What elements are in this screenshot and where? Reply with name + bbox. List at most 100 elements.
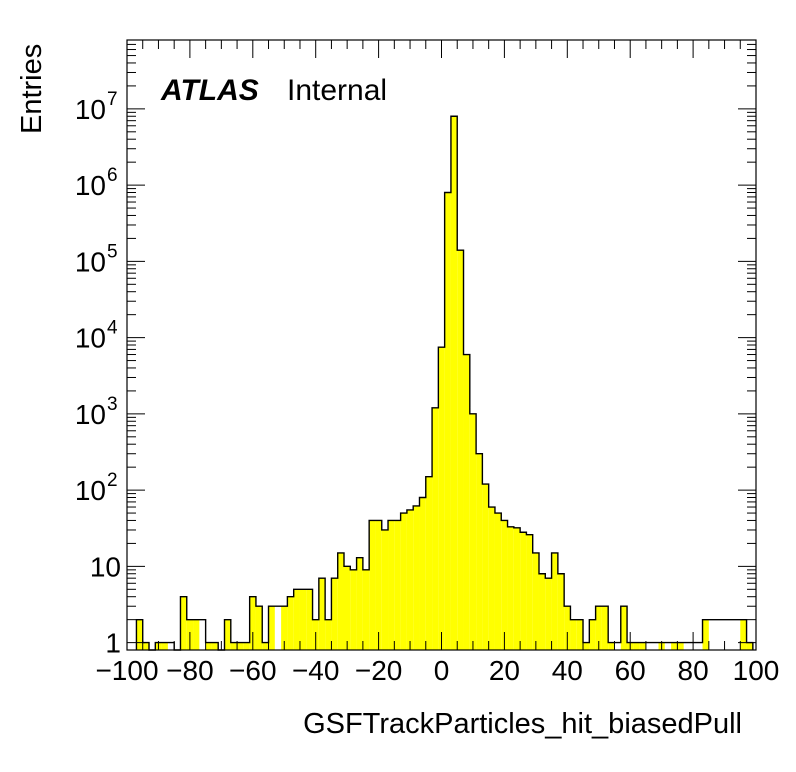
x-tick-label: −20 <box>355 655 403 686</box>
histogram-bin <box>205 642 212 650</box>
histogram-bin <box>432 407 439 650</box>
histogram-bin <box>520 532 527 650</box>
histogram-bin <box>740 619 747 650</box>
histogram-bin <box>589 619 596 650</box>
x-tick-label: 80 <box>678 655 709 686</box>
histogram-bin <box>224 619 231 650</box>
y-tick-exponent: 5 <box>107 241 118 262</box>
y-tick-label: 10 <box>90 551 121 582</box>
histogram-bin <box>337 552 345 650</box>
histogram-bin <box>369 520 376 650</box>
histogram-bin <box>513 527 521 650</box>
x-tick-label: 0 <box>434 655 450 686</box>
histogram-bin <box>476 453 483 650</box>
histogram-bin <box>318 578 326 650</box>
histogram-bin <box>746 642 753 650</box>
histogram-bin <box>539 573 546 650</box>
x-axis-title: GSFTrackParticles_hit_biasedPull <box>303 708 742 740</box>
histogram-bin <box>601 606 609 650</box>
histogram-bin <box>211 642 219 650</box>
y-tick-label: 1 <box>105 628 121 659</box>
y-tick-label: 10 <box>75 399 106 430</box>
histogram-bin <box>425 476 433 650</box>
histogram-bin <box>463 354 470 650</box>
histogram-bin <box>388 520 395 650</box>
y-tick-exponent: 6 <box>107 165 118 186</box>
histogram-bin <box>532 552 539 650</box>
histogram-bin <box>331 578 338 650</box>
histogram-bin <box>400 513 407 650</box>
histogram-bin <box>406 509 414 650</box>
histogram-bin <box>564 606 571 650</box>
x-tick-label: 20 <box>489 655 520 686</box>
histogram-bin <box>293 589 300 650</box>
y-tick-label: 10 <box>75 170 106 201</box>
x-tick-label: −60 <box>229 655 277 686</box>
histogram-bin <box>545 578 552 650</box>
histogram-bin <box>413 505 420 650</box>
histogram-bin <box>570 619 577 650</box>
histogram-bin <box>576 619 584 650</box>
histogram-bin <box>394 520 401 650</box>
histogram-bin <box>375 520 382 650</box>
histogram-bin <box>262 642 269 650</box>
x-tick-labels: −100 −80 −60 −40 −20 0 20 40 60 80 100 <box>95 655 779 686</box>
histogram-bin <box>287 596 294 650</box>
histogram-bars <box>135 115 754 651</box>
histogram-bin <box>193 619 200 650</box>
histogram-bin <box>438 347 445 650</box>
histogram-bin <box>583 642 590 650</box>
y-tick-exponent: 4 <box>107 318 118 339</box>
histogram-bin <box>469 413 477 650</box>
histogram-bin <box>381 529 389 650</box>
y-tick-label: 10 <box>75 246 106 277</box>
y-axis-title: Entries <box>16 44 48 134</box>
y-tick-label: 10 <box>75 94 106 125</box>
histogram-bin <box>633 642 640 650</box>
histogram-bin <box>620 606 628 650</box>
x-tick-label: −100 <box>95 655 158 686</box>
atlas-label: ATLAS <box>160 74 259 107</box>
plot-frame <box>126 39 757 651</box>
histogram-outline <box>135 115 754 651</box>
histogram-bin <box>557 573 565 650</box>
histogram-bin <box>281 606 288 650</box>
histogram-bin <box>255 606 263 650</box>
histogram-bin <box>306 589 313 650</box>
histogram-bin <box>488 507 495 650</box>
histogram-bin <box>702 619 709 650</box>
histogram-bin <box>136 619 143 650</box>
histogram-bin <box>325 619 332 650</box>
histogram-bin <box>608 642 615 650</box>
x-tick-label: 60 <box>615 655 646 686</box>
x-tick-label: −80 <box>166 655 214 686</box>
y-tick-exponent: 7 <box>107 89 118 110</box>
histogram-bin <box>356 557 363 650</box>
histogram-bin <box>457 250 464 650</box>
y-tick-exponent: 2 <box>107 470 118 491</box>
x-tick-label: −40 <box>292 655 340 686</box>
histogram-bin <box>237 642 244 650</box>
histogram-bin <box>639 642 646 650</box>
histogram-bin <box>501 520 508 650</box>
histogram-bin <box>482 484 489 650</box>
histogram-bin <box>450 116 458 650</box>
histogram-bin <box>230 642 238 650</box>
y-tick-label: 10 <box>75 323 106 354</box>
histogram-bin <box>507 526 514 650</box>
histogram-bin <box>344 566 351 650</box>
histogram-bin <box>161 642 168 650</box>
histogram-bin <box>362 569 370 650</box>
internal-label: Internal <box>287 74 387 107</box>
histogram-bin <box>444 192 451 650</box>
x-tick-label: 100 <box>733 655 780 686</box>
histogram-bin <box>671 642 678 650</box>
x-tick-label: 40 <box>552 655 583 686</box>
histogram-bin <box>595 606 602 650</box>
histogram-bin <box>677 642 684 650</box>
histogram-bin <box>249 596 256 650</box>
histogram-bin <box>180 596 187 650</box>
histogram-bin <box>551 552 558 650</box>
